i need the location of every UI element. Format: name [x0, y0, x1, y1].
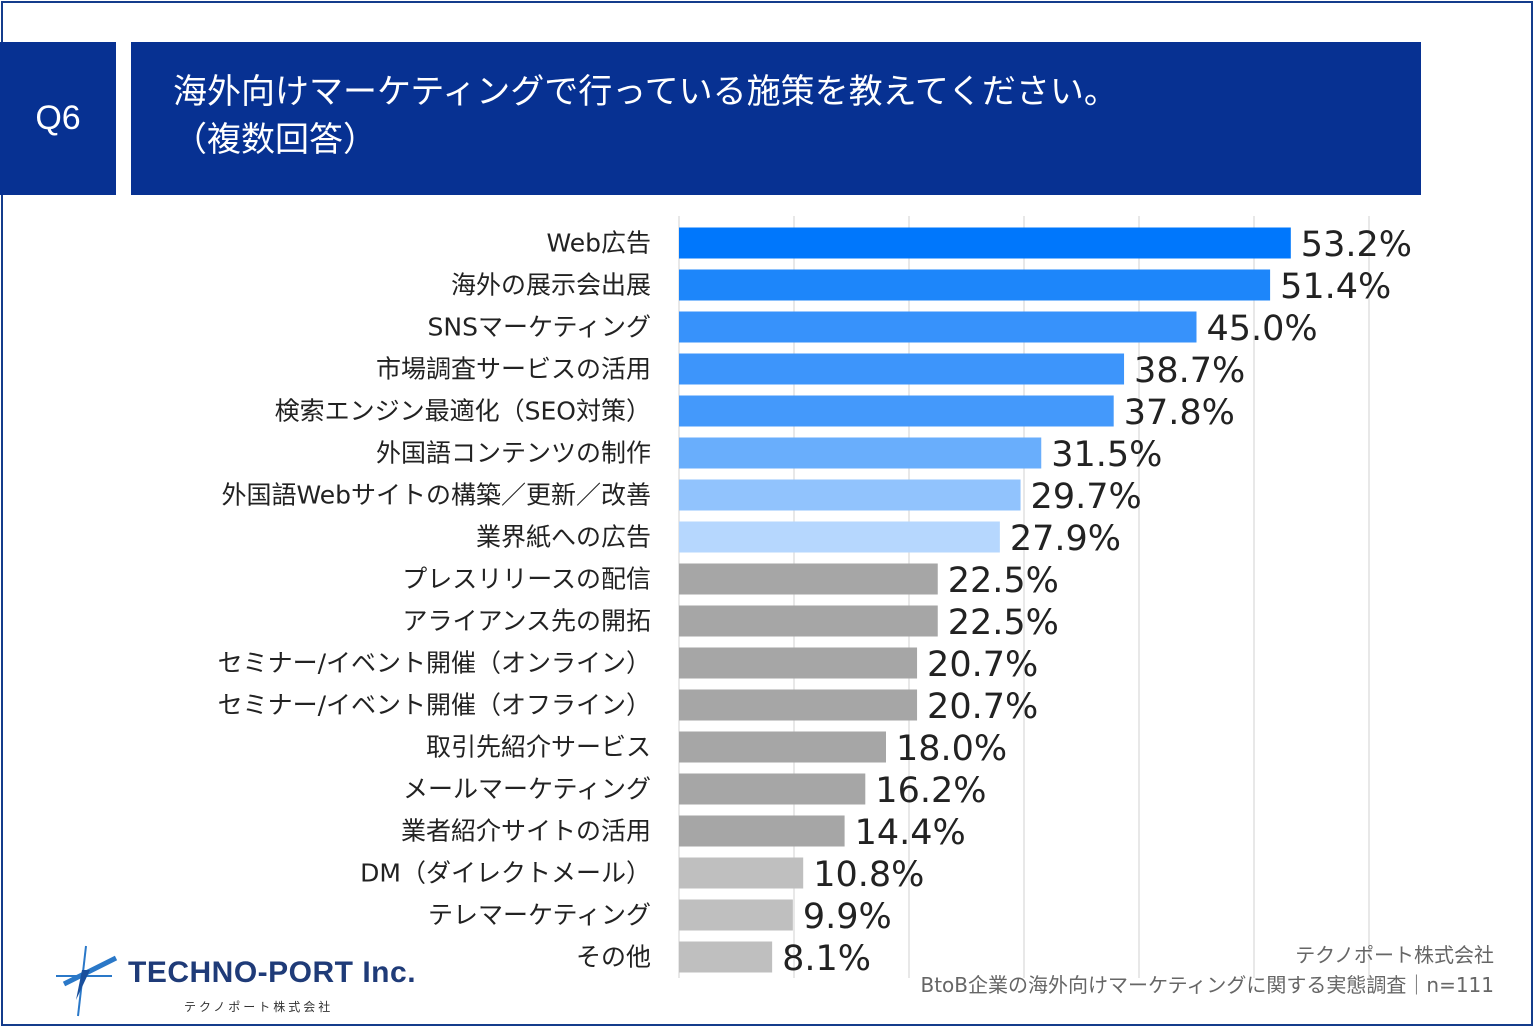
category-label: DM（ダイレクトメール） [360, 859, 651, 888]
category-label: SNSマーケティング [428, 313, 651, 342]
company-logo: TECHNO-PORT Inc. テクノポート株式会社 [48, 940, 416, 1020]
bar [679, 437, 1042, 469]
bar [679, 227, 1291, 259]
bar [679, 689, 918, 721]
bar [679, 773, 866, 805]
bar [679, 353, 1125, 385]
category-label: アライアンス先の開拓 [402, 607, 651, 636]
logo-text: TECHNO-PORT Inc. [128, 956, 416, 990]
grid-lines [678, 216, 1370, 978]
value-labels: 53.2%51.4%45.0%38.7%37.8%31.5%29.7%27.9%… [782, 225, 1412, 979]
bar [679, 815, 845, 847]
bar [679, 479, 1021, 511]
bar [679, 941, 773, 973]
category-label: 海外の展示会出展 [451, 271, 651, 300]
question-title: 海外向けマーケティングで行っている施策を教えてください。 （複数回答） [131, 42, 1421, 195]
bar [679, 605, 938, 637]
value-label: 14.4% [855, 813, 966, 853]
category-label: メールマーケティング [403, 775, 651, 804]
bar [679, 311, 1197, 343]
question-title-line1: 海外向けマーケティングで行っている施策を教えてください。 [173, 72, 1118, 112]
category-label: その他 [576, 943, 651, 972]
value-label: 22.5% [948, 603, 1059, 643]
category-label: 検索エンジン最適化（SEO対策） [275, 397, 651, 426]
value-label: 18.0% [896, 729, 1007, 769]
value-label: 53.2% [1301, 225, 1412, 265]
value-label: 8.1% [782, 939, 871, 979]
value-label: 45.0% [1207, 309, 1318, 349]
logo-company-name: TECHNO-PORT [128, 956, 354, 989]
category-label: 業者紹介サイトの活用 [401, 817, 651, 846]
value-label: 51.4% [1280, 267, 1391, 307]
logo-subtitle: テクノポート株式会社 [184, 1000, 334, 1014]
question-title-line2: （複数回答） [173, 120, 377, 160]
category-label: 業界紙への広告 [476, 523, 651, 552]
bar [679, 395, 1114, 427]
value-label: 10.8% [813, 855, 924, 895]
logo-mark-icon [56, 945, 118, 1017]
value-label: 16.2% [875, 771, 986, 811]
category-label: Web広告 [546, 229, 651, 258]
bar [679, 899, 793, 931]
source-company: テクノポート株式会社 [1295, 943, 1494, 967]
source-survey: BtoB企業の海外向けマーケティングに関する実態調査｜n=111 [920, 973, 1494, 997]
category-label: プレスリリースの配信 [402, 565, 651, 594]
bars [679, 227, 1291, 973]
category-label: 外国語コンテンツの制作 [376, 439, 651, 468]
value-label: 31.5% [1051, 435, 1162, 475]
value-label: 27.9% [1010, 519, 1121, 559]
value-label: 29.7% [1031, 477, 1142, 517]
category-label: セミナー/イベント開催（オフライン） [218, 691, 651, 720]
bar [679, 269, 1271, 301]
bar [679, 521, 1000, 553]
value-label: 20.7% [927, 687, 1038, 727]
source-note: テクノポート株式会社 BtoB企業の海外向けマーケティングに関する実態調査｜n=… [920, 940, 1494, 1000]
value-label: 38.7% [1134, 351, 1245, 391]
category-label: 取引先紹介サービス [426, 733, 651, 762]
bar [679, 647, 918, 679]
bar [679, 731, 886, 763]
value-label: 22.5% [948, 561, 1059, 601]
bar [679, 563, 938, 595]
bar [679, 857, 804, 889]
logo-inc: Inc. [362, 956, 417, 989]
value-label: 9.9% [803, 897, 892, 937]
category-label: セミナー/イベント開催（オンライン） [218, 649, 651, 678]
category-label: テレマーケティング [428, 901, 651, 930]
category-label: 市場調査サービスの活用 [376, 355, 651, 384]
value-label: 37.8% [1124, 393, 1235, 433]
value-label: 20.7% [927, 645, 1038, 685]
question-badge: Q6 [0, 42, 116, 195]
category-label: 外国語Webサイトの構築／更新／改善 [221, 481, 651, 510]
